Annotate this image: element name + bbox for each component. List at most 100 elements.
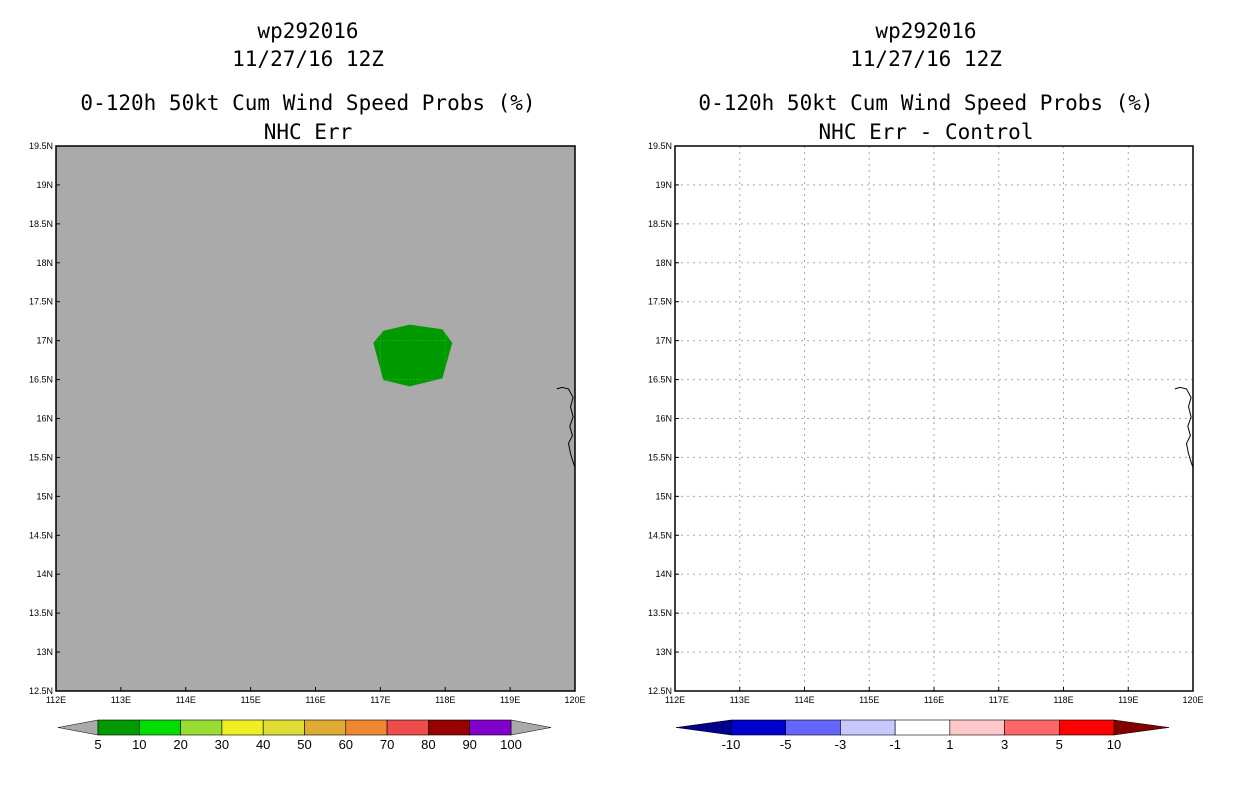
colorbar-swatch: [428, 719, 470, 736]
y-tick-label: 14.5N: [648, 530, 672, 540]
y-tick-label: 19N: [36, 180, 53, 190]
colorbar-swatch: [894, 719, 951, 736]
colorbar-swatch: [785, 719, 841, 736]
colorbar-swatch: [345, 719, 388, 736]
colorbar-label: 10: [132, 737, 146, 752]
axis-ticks: 112E 113E 114E 115E 116E 117E 118E 119E 120E 12.5…: [648, 141, 1204, 705]
panel-nhc-err-control: wp292016 11/27/16 12Z 0-120h 50kt Cum Wi…: [648, 19, 1204, 752]
y-tick-label: 13N: [655, 647, 672, 657]
colorbar-label: 5: [94, 737, 101, 752]
colorbar-swatch: [1058, 719, 1115, 736]
colorbar-label: 50: [297, 737, 311, 752]
y-tick-label: 17N: [655, 336, 672, 346]
colorbar: 5 10 20 30 40 50 60 70 80 90 100: [57, 719, 552, 752]
colorbar-label: 60: [339, 737, 353, 752]
x-tick-label: 113E: [111, 695, 131, 705]
coastline: [556, 386, 576, 468]
y-tick-label: 19N: [655, 180, 672, 190]
x-tick-label: 119E: [1118, 695, 1138, 705]
colorbar-swatch: [840, 719, 896, 736]
y-tick-label: 14N: [36, 569, 53, 579]
colorbar-label: -1: [889, 737, 901, 752]
y-tick-label: 16N: [36, 414, 53, 424]
y-tick-label: 15N: [36, 491, 53, 501]
gridlines: [675, 146, 1193, 691]
y-tick-label: 15N: [655, 491, 672, 501]
colorbar: -10 -5 -3 -1 1 3 5 10: [675, 719, 1170, 752]
colorbar-label: 1: [946, 737, 953, 752]
colorbar-swatch: [262, 719, 305, 736]
x-tick-label: 114E: [794, 695, 814, 705]
colorbar-label: 5: [1056, 737, 1063, 752]
colorbar-label: -10: [722, 737, 741, 752]
colorbar-label: -5: [780, 737, 792, 752]
y-tick-label: 16N: [655, 414, 672, 424]
colorbar-swatch: [139, 719, 181, 736]
x-tick-label: 112E: [46, 695, 66, 705]
x-tick-label: 113E: [730, 695, 750, 705]
colorbar-label: 3: [1001, 737, 1008, 752]
y-tick-label: 18N: [655, 258, 672, 268]
y-tick-label: 13.5N: [29, 608, 53, 618]
colorbar-under-arrow: [57, 719, 99, 736]
y-tick-label: 16.5N: [648, 375, 672, 385]
colorbar-label: 10: [1107, 737, 1121, 752]
storm-id: wp292016: [875, 19, 976, 43]
colorbar-label: 100: [500, 737, 522, 752]
y-tick-label: 15.5N: [648, 452, 672, 462]
x-tick-label: 120E: [564, 695, 585, 705]
y-tick-label: 17.5N: [648, 297, 672, 307]
colorbar-label: 90: [462, 737, 476, 752]
y-tick-label: 19.5N: [648, 141, 672, 151]
colorbar-under-arrow: [675, 719, 732, 736]
panel-label: NHC Err - Control: [819, 120, 1034, 144]
y-tick-label: 15.5N: [29, 452, 53, 462]
colorbar-swatch: [469, 719, 512, 736]
y-tick-label: 17.5N: [29, 297, 53, 307]
datetime: 11/27/16 12Z: [850, 47, 1002, 71]
y-tick-label: 18.5N: [29, 219, 53, 229]
y-tick-label: 12.5N: [29, 686, 53, 696]
x-tick-label: 117E: [370, 695, 390, 705]
product-title: 0-120h 50kt Cum Wind Speed Probs (%): [698, 91, 1153, 115]
datetime: 11/27/16 12Z: [232, 47, 384, 71]
x-tick-label: 114E: [176, 695, 196, 705]
y-tick-label: 19.5N: [29, 141, 53, 151]
map-area: [674, 145, 1194, 692]
colorbar-swatch: [386, 719, 429, 736]
colorbar-swatch: [949, 719, 1005, 736]
colorbar-label: 80: [421, 737, 435, 752]
x-tick-label: 118E: [435, 695, 455, 705]
panel-label: NHC Err: [264, 120, 353, 144]
y-tick-label: 18.5N: [648, 219, 672, 229]
panel-nhc-err: wp292016 11/27/16 12Z 0-120h 50kt Cum Wi…: [29, 19, 586, 752]
y-tick-label: 14N: [655, 569, 672, 579]
colorbar-label: 30: [215, 737, 229, 752]
colorbar-swatch: [180, 719, 223, 736]
y-tick-label: 18N: [36, 258, 53, 268]
colorbar-swatch: [304, 719, 347, 736]
map-background: [56, 146, 575, 691]
x-tick-label: 119E: [500, 695, 520, 705]
colorbar-label: 70: [380, 737, 394, 752]
y-tick-label: 13.5N: [648, 608, 672, 618]
colorbar-over-arrow: [510, 719, 552, 736]
colorbar-swatch: [730, 719, 787, 736]
colorbar-swatch: [221, 719, 264, 736]
axis-ticks: 112E 113E 114E 115E 116E 117E 118E 119E 120E 12.5…: [29, 141, 586, 705]
y-tick-label: 12.5N: [648, 686, 672, 696]
x-tick-label: 120E: [1182, 695, 1203, 705]
y-tick-label: 16.5N: [29, 375, 53, 385]
x-tick-label: 116E: [924, 695, 944, 705]
probability-region: [373, 324, 453, 387]
x-tick-label: 116E: [305, 695, 325, 705]
product-title: 0-120h 50kt Cum Wind Speed Probs (%): [80, 91, 535, 115]
y-tick-label: 17N: [36, 336, 53, 346]
storm-id: wp292016: [257, 19, 358, 43]
x-tick-label: 112E: [665, 695, 685, 705]
colorbar-over-arrow: [1113, 719, 1170, 736]
x-tick-label: 115E: [859, 695, 879, 705]
y-tick-label: 14.5N: [29, 530, 53, 540]
